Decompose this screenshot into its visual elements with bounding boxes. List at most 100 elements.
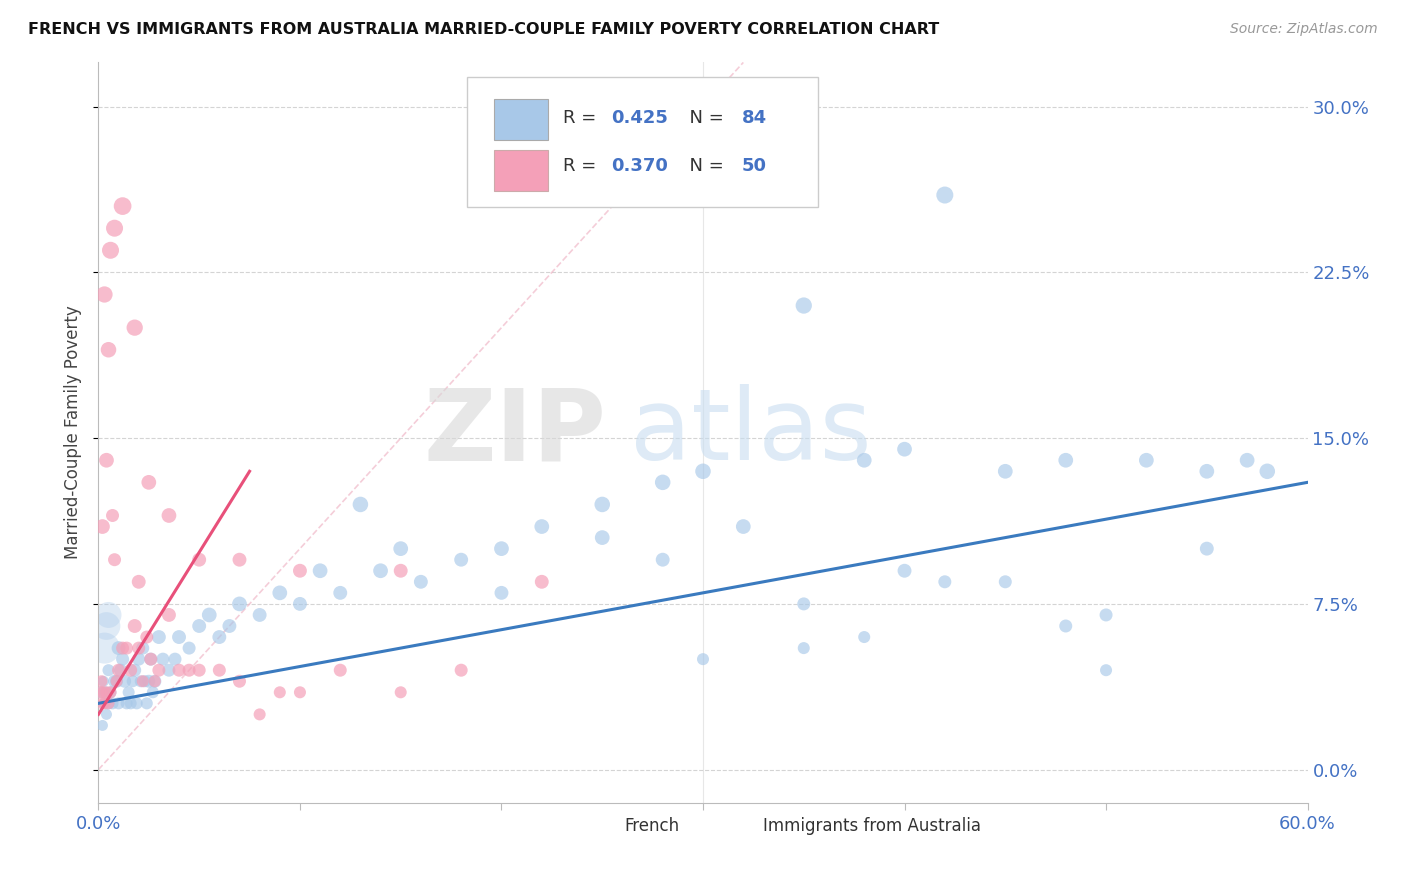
Point <box>96 707 118 722</box>
Point <box>530 574 553 589</box>
Bar <box>721 812 755 840</box>
Point <box>105 674 128 689</box>
Point <box>1054 453 1077 467</box>
Point <box>134 674 156 689</box>
Point <box>288 597 311 611</box>
Point <box>132 674 155 689</box>
Point <box>163 652 186 666</box>
Point <box>103 674 125 689</box>
Text: 0.425: 0.425 <box>612 109 668 127</box>
Point <box>97 697 120 711</box>
Point <box>1095 663 1118 677</box>
Text: French: French <box>624 817 679 836</box>
Bar <box>582 812 616 840</box>
Point <box>97 663 120 677</box>
Point <box>1054 619 1077 633</box>
Point <box>651 552 673 566</box>
Point <box>118 685 141 699</box>
Point <box>853 630 876 644</box>
Point <box>148 630 170 644</box>
Point <box>491 541 513 556</box>
Point <box>389 685 412 699</box>
Point <box>121 674 143 689</box>
Point <box>90 685 112 699</box>
Point <box>129 674 152 689</box>
Point <box>793 597 815 611</box>
Y-axis label: Married-Couple Family Poverty: Married-Couple Family Poverty <box>65 306 83 559</box>
Point <box>934 574 956 589</box>
Point <box>188 552 211 566</box>
Point <box>288 564 311 578</box>
Point <box>94 685 117 699</box>
Point <box>100 244 122 258</box>
Point <box>152 652 174 666</box>
Point <box>228 597 250 611</box>
Point <box>994 574 1017 589</box>
Point <box>93 697 115 711</box>
Point <box>128 574 150 589</box>
Point <box>329 586 352 600</box>
Point <box>96 685 118 699</box>
Text: R =: R = <box>562 157 602 175</box>
Point <box>208 663 231 677</box>
Point <box>132 641 155 656</box>
Point <box>107 697 129 711</box>
Point <box>228 552 250 566</box>
Point <box>1135 453 1157 467</box>
Point <box>249 707 271 722</box>
Point <box>90 674 112 689</box>
Point <box>93 287 115 301</box>
Point <box>409 574 432 589</box>
Point <box>167 630 190 644</box>
Point <box>651 475 673 490</box>
Point <box>148 663 170 677</box>
Point <box>111 652 134 666</box>
Point <box>157 607 180 622</box>
Point <box>1195 464 1218 478</box>
Point <box>692 464 714 478</box>
Text: FRENCH VS IMMIGRANTS FROM AUSTRALIA MARRIED-COUPLE FAMILY POVERTY CORRELATION CH: FRENCH VS IMMIGRANTS FROM AUSTRALIA MARR… <box>28 22 939 37</box>
Point <box>269 586 291 600</box>
Point <box>115 641 138 656</box>
Text: 84: 84 <box>742 109 766 127</box>
Point <box>329 663 352 677</box>
Point <box>101 697 124 711</box>
Point <box>491 586 513 600</box>
Point <box>893 442 915 457</box>
Point <box>249 607 271 622</box>
Point <box>103 221 125 235</box>
Point <box>107 641 129 656</box>
Point <box>105 674 128 689</box>
Text: R =: R = <box>562 109 602 127</box>
Point <box>179 663 201 677</box>
Text: 0.370: 0.370 <box>612 157 668 175</box>
Point <box>111 199 134 213</box>
Point <box>89 685 111 699</box>
Bar <box>494 150 548 191</box>
Point <box>389 564 412 578</box>
Point <box>288 685 311 699</box>
Text: ZIP: ZIP <box>423 384 606 481</box>
Point <box>530 519 553 533</box>
Bar <box>494 99 548 140</box>
Point <box>309 564 332 578</box>
Point <box>96 453 118 467</box>
Point <box>208 630 231 644</box>
Point <box>93 641 115 656</box>
Point <box>793 299 815 313</box>
Point <box>218 619 240 633</box>
Point <box>692 652 714 666</box>
Point <box>97 607 120 622</box>
Point <box>188 619 211 633</box>
Point <box>124 619 146 633</box>
Point <box>91 697 114 711</box>
Point <box>934 188 956 202</box>
Point <box>139 652 162 666</box>
Point <box>128 641 150 656</box>
Point <box>389 541 412 556</box>
Point <box>114 674 136 689</box>
Point <box>1095 607 1118 622</box>
Point <box>128 652 150 666</box>
Point <box>110 663 132 677</box>
Point <box>1195 541 1218 556</box>
